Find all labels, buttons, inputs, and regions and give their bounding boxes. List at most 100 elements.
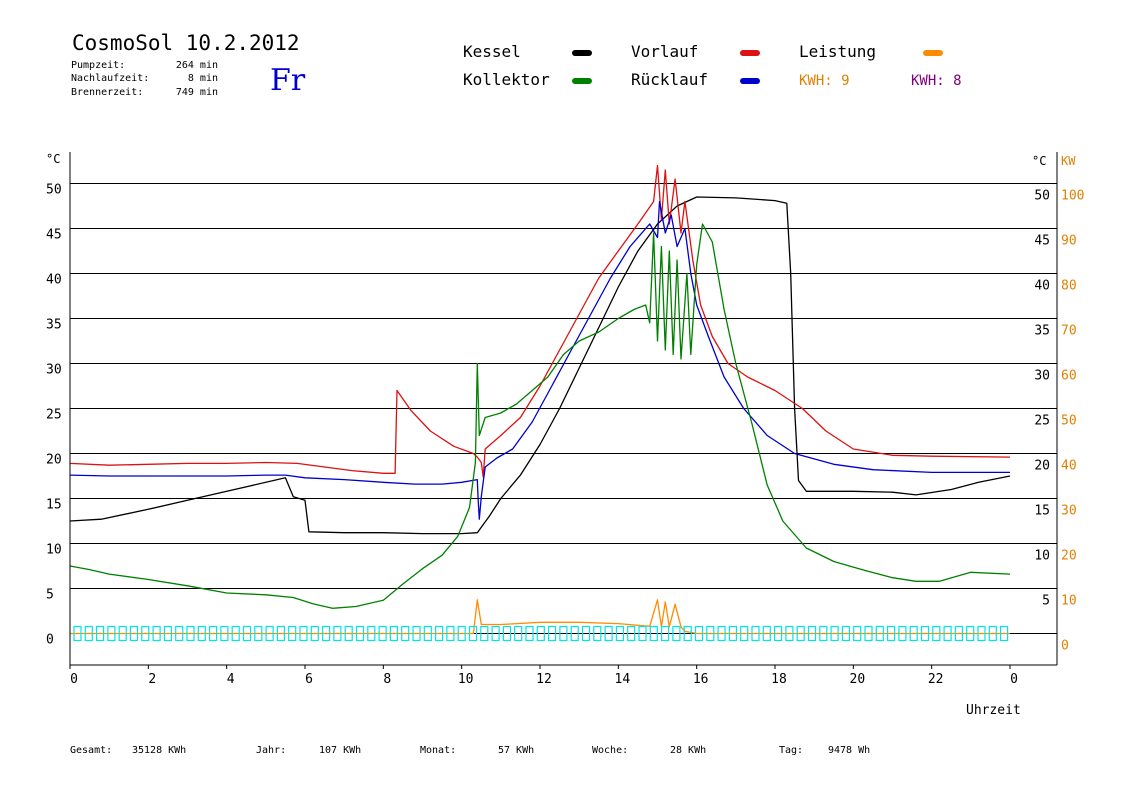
- footer-monat-label: Monat:: [420, 745, 456, 756]
- x-tick-label: 8: [383, 672, 391, 687]
- pump-status-marker: [186, 625, 195, 642]
- pump-status-marker: [627, 625, 636, 642]
- pump-status-marker: [988, 625, 997, 642]
- pump-status-marker: [435, 625, 444, 642]
- pump-status-marker: [536, 625, 545, 642]
- x-axis-title: Uhrzeit: [966, 703, 1021, 718]
- pump-status-marker: [999, 625, 1009, 642]
- pump-status-marker: [672, 625, 681, 642]
- pump-status-marker: [853, 625, 862, 642]
- pump-status-marker: [401, 625, 410, 642]
- pump-status-marker: [819, 625, 828, 642]
- pump-status-marker: [344, 625, 353, 642]
- pump-status-marker: [242, 625, 252, 642]
- pump-status-marker: [728, 625, 738, 642]
- pump-status-marker: [864, 625, 873, 642]
- pump-status-marker: [773, 625, 783, 642]
- pump-status-marker: [830, 625, 839, 642]
- pump-status-marker: [457, 625, 466, 642]
- pump-status-marker: [84, 625, 93, 642]
- footer-tag-label: Tag:: [779, 745, 803, 756]
- y-left-tick-label: 15: [46, 498, 62, 513]
- x-tick-label: 4: [227, 672, 235, 687]
- y-right-power-tick-label: 10: [1061, 594, 1077, 609]
- series-line-kollektor: [69, 223, 1011, 609]
- footer-stats: Gesamt: 35128 KWh Jahr: 107 KWh Monat: 5…: [70, 745, 870, 756]
- y-left-tick-label: 5: [46, 588, 54, 603]
- pump-status-marker: [525, 625, 534, 642]
- pump-status-marker: [706, 625, 715, 642]
- pump-status-marker: [423, 625, 432, 642]
- pump-status-marker: [559, 625, 568, 642]
- pump-status-marker: [694, 625, 704, 642]
- brennerzeit-label: Brennerzeit:: [71, 87, 143, 98]
- series-line-kessel: [69, 196, 1011, 535]
- y-right-power-tick-label: 40: [1061, 459, 1077, 474]
- pump-status-marker: [197, 625, 206, 642]
- nachlaufzeit-label: Nachlaufzeit:: [71, 73, 149, 84]
- pump-status-marker: [615, 625, 625, 642]
- left-unit-label: °C: [46, 152, 60, 166]
- pump-status-marker: [389, 625, 398, 642]
- x-tick-label: 14: [615, 672, 631, 687]
- y-left-tick-label: 30: [46, 363, 62, 378]
- pump-status-marker: [468, 625, 478, 642]
- pump-status-marker: [118, 625, 127, 642]
- y-right-temp-tick-label: 5: [1042, 594, 1050, 609]
- pump-status-marker: [920, 625, 930, 642]
- y-left-tick-label: 40: [46, 273, 62, 288]
- legend-label-vorlauf: Vorlauf: [631, 42, 698, 61]
- pump-status-marker: [943, 625, 952, 642]
- y-right-temp-tick-label: 35: [1034, 324, 1050, 339]
- brennerzeit-value: 749 min: [176, 87, 218, 98]
- pump-status-marker: [909, 625, 918, 642]
- y-right-temp-tick-label: 20: [1034, 459, 1050, 474]
- legend-label-ruecklauf: Rücklauf: [631, 70, 708, 89]
- pump-status-marker: [73, 625, 82, 642]
- pump-status-marker: [581, 625, 591, 642]
- pump-status-marker: [660, 625, 670, 642]
- y-right-power-tick-label: 80: [1061, 279, 1077, 294]
- pump-status-marker: [717, 625, 726, 642]
- y-right-power-tick-label: 30: [1061, 504, 1077, 519]
- pump-status-marker: [152, 625, 161, 642]
- x-tick-label: 6: [305, 672, 313, 687]
- y-right-power-tick-label: 70: [1061, 324, 1077, 339]
- pump-status-marker: [355, 625, 365, 642]
- pump-status-marker: [796, 625, 805, 642]
- pump-status-marker: [209, 625, 218, 642]
- pump-status-marker: [547, 625, 557, 642]
- footer-tag-value: 9478 Wh: [828, 745, 870, 756]
- x-tick-label: 18: [771, 672, 787, 687]
- footer-gesamt-value: 35128 KWh: [132, 745, 186, 756]
- x-tick-label: 12: [536, 672, 552, 687]
- y-right-temp-tick-label: 50: [1034, 189, 1050, 204]
- y-right-power-tick-label: 60: [1061, 369, 1077, 384]
- pump-status-marker: [163, 625, 172, 642]
- series-lines: [69, 164, 1011, 635]
- y-left-tick-label: 50: [46, 183, 62, 198]
- y-right-temp-tick-label: 25: [1034, 414, 1050, 429]
- footer-monat-value: 57 KWh: [498, 745, 534, 756]
- pump-status-marker: [367, 625, 376, 642]
- pump-status-marker: [141, 625, 150, 642]
- pump-status-marker: [514, 625, 523, 642]
- pump-status-marker: [254, 625, 263, 642]
- y-right-temp-tick-label: 45: [1034, 234, 1050, 249]
- footer-woche-value: 28 KWh: [670, 745, 706, 756]
- axis-ticks: 0510152025303540455051015202530354045500…: [46, 183, 1084, 688]
- pump-status-marker: [322, 625, 331, 642]
- pump-status-marker: [740, 625, 749, 642]
- weekday-label: Fr: [270, 63, 306, 98]
- pump-status-marker: [593, 625, 602, 642]
- pump-status-marker: [502, 625, 511, 642]
- y-left-tick-label: 20: [46, 453, 62, 468]
- pump-status-marker: [841, 625, 851, 642]
- x-tick-label: 2: [148, 672, 156, 687]
- series-line-vorlauf: [69, 164, 1011, 478]
- pump-status-marker: [898, 625, 907, 642]
- y-left-tick-label: 45: [46, 228, 62, 243]
- plot-frame: [69, 152, 1058, 666]
- pump-status-marker: [604, 625, 613, 642]
